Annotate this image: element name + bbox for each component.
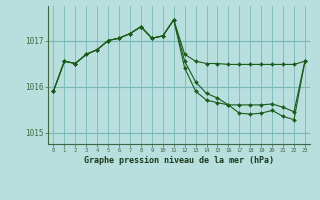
X-axis label: Graphe pression niveau de la mer (hPa): Graphe pression niveau de la mer (hPa) (84, 156, 274, 165)
